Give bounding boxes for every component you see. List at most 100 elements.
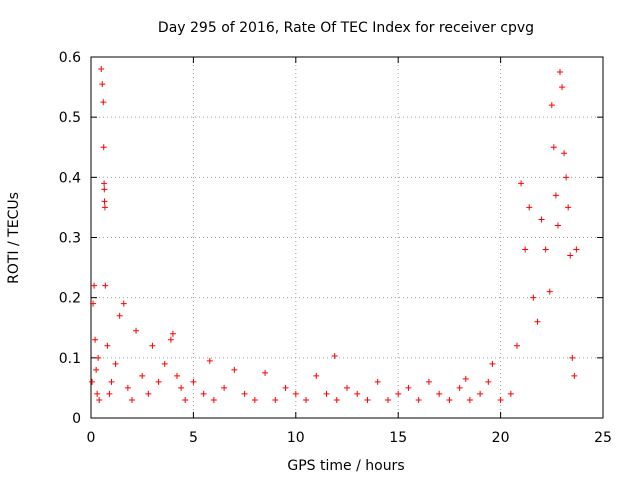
data-point-0-80 [546,288,553,295]
data-point-0-57 [384,396,391,403]
data-point-0-60 [415,396,422,403]
data-point-0-28 [149,342,156,349]
data-point-0-31 [167,336,174,343]
data-point-0-92 [571,372,578,379]
data-point-0-43 [251,396,258,403]
data-point-0-13 [101,186,108,193]
data-point-0-34 [178,384,185,391]
data-point-0-30 [161,360,168,367]
data-point-0-22 [120,300,127,307]
data-point-0-58 [395,390,402,397]
data-point-0-38 [206,357,213,364]
data-point-0-55 [364,396,371,403]
data-point-0-33 [174,372,181,379]
data-point-0-89 [565,204,572,211]
data-point-0-18 [106,390,113,397]
y-axis-title: ROTI / TECUs [6,192,22,284]
data-point-0-47 [292,390,299,397]
x-tick-label-5: 25 [594,430,612,446]
data-point-0-10 [100,99,107,106]
grid-lines [91,57,603,418]
data-point-0-75 [526,204,533,211]
data-point-0-69 [489,360,496,367]
data-point-0-74 [522,246,529,253]
data-point-0-71 [507,390,514,397]
data-point-0-77 [534,318,541,325]
data-point-0-45 [272,396,279,403]
data-point-0-14 [101,198,108,205]
data-point-0-79 [542,246,549,253]
data-point-0-64 [456,384,463,391]
data-point-0-51 [331,353,338,360]
data-point-0-70 [497,396,504,403]
data-point-0-59 [405,384,412,391]
data-point-0-83 [552,192,559,199]
data-point-0-84 [554,222,561,229]
x-tick-label-1: 5 [189,430,198,446]
data-point-0-46 [282,384,289,391]
y-tick-label-2: 0.2 [59,291,81,307]
data-point-0-9 [99,81,106,88]
data-point-0-11 [100,144,107,151]
data-point-0-24 [128,396,135,403]
data-point-0-5 [94,390,101,397]
data-point-0-62 [436,390,443,397]
data-point-0-7 [96,396,103,403]
data-point-0-67 [477,390,484,397]
data-point-0-40 [221,384,228,391]
data-point-0-41 [231,366,238,373]
data-point-0-65 [462,375,469,382]
data-point-0-2 [91,282,98,289]
data-point-0-87 [561,150,568,157]
x-tick-label-2: 10 [287,430,305,446]
data-point-0-54 [354,390,361,397]
data-point-0-91 [569,354,576,361]
data-point-0-56 [374,378,381,385]
x-tick-label-0: 0 [87,430,96,446]
data-point-0-12 [101,180,108,187]
data-point-0-90 [567,252,574,259]
y-tick-label-6: 0.6 [59,50,81,66]
data-point-0-86 [559,84,566,91]
x-tick-label-4: 20 [492,430,510,446]
data-point-0-29 [155,378,162,385]
data-point-0-78 [538,216,545,223]
x-axis-title: GPS time / hours [287,458,404,474]
data-point-0-85 [556,69,563,76]
data-point-0-37 [200,390,207,397]
data-point-0-63 [446,396,453,403]
data-point-0-81 [548,102,555,109]
data-point-0-36 [190,378,197,385]
data-point-0-44 [262,369,269,376]
y-axis-ticks: 0 0.1 0.2 0.3 0.4 0.5 0.6 [59,50,603,427]
data-point-0-25 [133,327,140,334]
data-point-0-61 [425,378,432,385]
data-point-0-21 [116,312,123,319]
data-point-0-20 [112,360,119,367]
data-point-0-32 [169,330,176,337]
data-point-0-48 [303,396,310,403]
data-point-0-39 [210,396,217,403]
y-tick-label-5: 0.5 [59,110,81,126]
data-point-0-73 [518,180,525,187]
data-point-0-68 [485,378,492,385]
x-tick-label-3: 15 [389,430,407,446]
data-point-0-19 [108,378,115,385]
data-point-0-23 [124,384,131,391]
y-tick-label-0: 0 [72,411,81,427]
x-axis-ticks: 0 5 10 15 20 25 [87,57,612,446]
data-point-0-82 [550,144,557,151]
data-point-0-3 [92,336,99,343]
data-point-0-53 [344,384,350,391]
y-tick-label-1: 0.1 [59,351,81,367]
data-point-0-27 [145,390,152,397]
data-point-0-88 [563,174,570,181]
data-point-0-1 [90,300,97,307]
data-point-0-49 [313,372,320,379]
data-point-0-8 [98,66,105,73]
data-point-0-93 [573,246,580,253]
data-point-0-16 [102,282,109,289]
chart-title: Day 295 of 2016, Rate Of TEC Index for r… [158,20,534,36]
data-point-0-0 [89,378,96,385]
data-point-0-6 [95,354,102,361]
